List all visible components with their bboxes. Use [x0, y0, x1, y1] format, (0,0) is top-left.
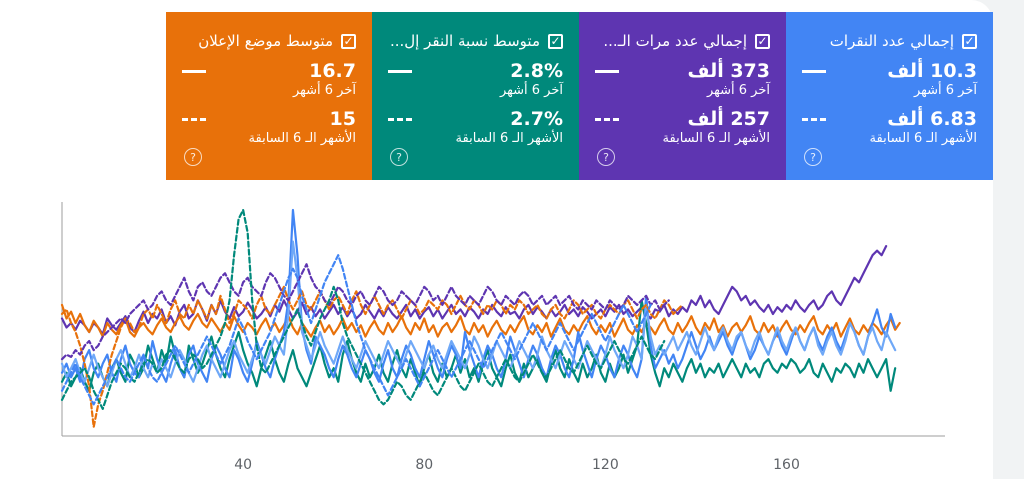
series-line-8 [60, 254, 652, 406]
series-line-6 [60, 263, 670, 361]
series-line-3 [60, 208, 897, 383]
help-icon[interactable]: ? [184, 148, 202, 166]
current-value: 373 ألف [687, 60, 770, 82]
solid-line-legend-icon [182, 69, 206, 73]
current-value: 10.3 ألف [887, 60, 977, 82]
x-tick-label: 120 [592, 457, 619, 473]
metric-card-clicks[interactable]: ✓ إجمالي عدد النقرات 10.3 ألف آخر 6 أشهر … [786, 12, 993, 180]
performance-line-chart: 40 80 120 160 [60, 202, 945, 473]
card-title: إجمالي عدد النقرات [829, 32, 954, 50]
current-period-label: آخر 6 أشهر [499, 83, 563, 98]
previous-value: 257 ألف [687, 108, 770, 130]
solid-line-legend-icon [388, 69, 412, 73]
help-icon[interactable]: ? [597, 148, 615, 166]
card-title: متوسط نسبة النقر إل... [389, 32, 540, 50]
solid-line-legend-icon [802, 69, 826, 73]
metric-cards: ✓ إجمالي عدد النقرات 10.3 ألف آخر 6 أشهر … [166, 12, 993, 180]
solid-line-legend-icon [595, 69, 619, 73]
previous-period-label: الأشهر الـ 6 السابقة [455, 131, 563, 146]
x-tick-label: 80 [415, 457, 433, 473]
help-icon[interactable]: ? [390, 148, 408, 166]
x-tick-label: 40 [234, 457, 252, 473]
previous-value: 15 [329, 108, 356, 130]
previous-value: 6.83 ألف [887, 108, 977, 130]
current-period-label: آخر 6 أشهر [292, 83, 356, 98]
previous-period-label: الأشهر الـ 6 السابقة [248, 131, 356, 146]
dashed-line-legend-icon [388, 117, 412, 121]
dashed-line-legend-icon [182, 117, 206, 121]
x-tick-label: 160 [773, 457, 800, 473]
current-period-label: آخر 6 أشهر [706, 83, 770, 98]
card-title: متوسط موضع الإعلان [198, 32, 333, 50]
card-title: إجمالي عدد مرات الـ... [603, 32, 747, 50]
metric-card-position[interactable]: ✓ متوسط موضع الإعلان 16.7 آخر 6 أشهر 15 ا… [166, 12, 372, 180]
checkbox-icon[interactable]: ✓ [341, 33, 356, 49]
previous-period-label: الأشهر الـ 6 السابقة [869, 131, 977, 146]
checkbox-icon[interactable]: ✓ [755, 33, 770, 49]
help-icon[interactable]: ? [804, 148, 822, 166]
series-line-4 [60, 240, 897, 388]
metric-card-impressions[interactable]: ✓ إجمالي عدد مرات الـ... 373 ألف آخر 6 أش… [579, 12, 786, 180]
current-value: 2.8% [510, 60, 563, 82]
metric-card-ctr[interactable]: ✓ متوسط نسبة النقر إل... 2.8% آخر 6 أشهر … [372, 12, 579, 180]
series-line-7 [60, 208, 666, 410]
dashed-line-legend-icon [595, 117, 619, 121]
current-value: 16.7 [309, 60, 356, 82]
checkbox-icon[interactable]: ✓ [962, 33, 977, 49]
series-line-0 [60, 245, 888, 336]
checkbox-icon[interactable]: ✓ [548, 33, 563, 49]
previous-value: 2.7% [510, 108, 563, 130]
previous-period-label: الأشهر الـ 6 السابقة [662, 131, 770, 146]
current-period-label: آخر 6 أشهر [913, 83, 977, 98]
dashed-line-legend-icon [802, 117, 826, 121]
